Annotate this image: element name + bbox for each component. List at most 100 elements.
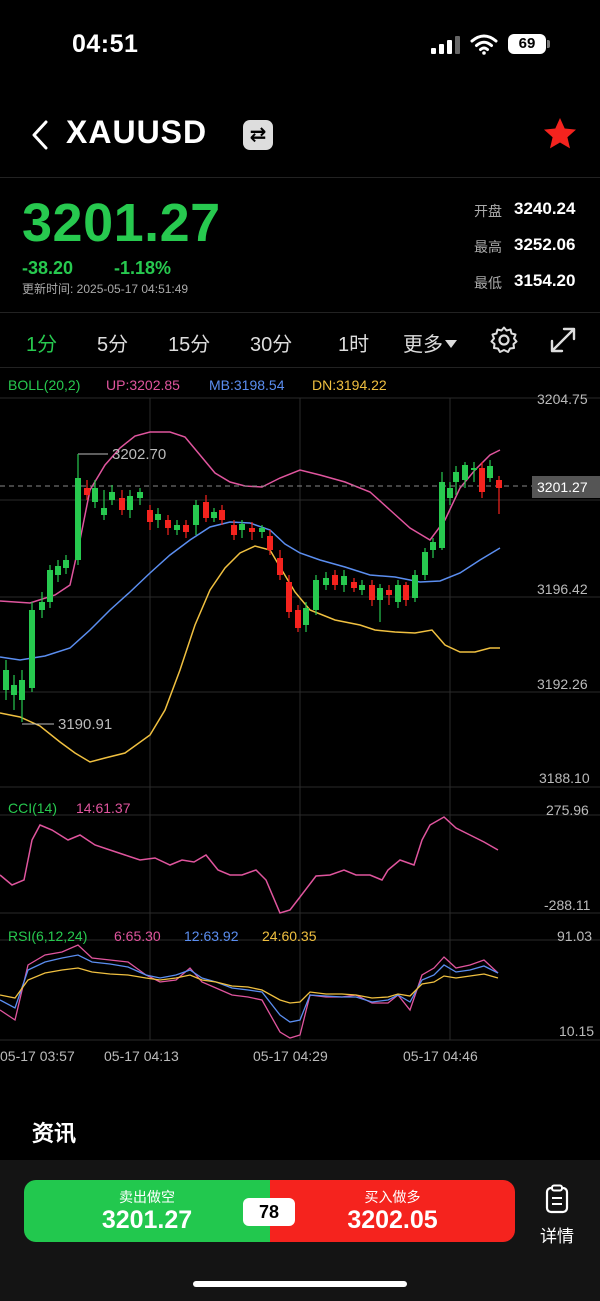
swap-icon[interactable]: ⇄ [243,120,273,150]
candle-body [313,580,319,610]
tab-15min[interactable]: 15分 [168,334,211,356]
news-section-title[interactable]: 资讯 [32,1121,77,1146]
wifi-icon [470,34,498,55]
rsi12-line [0,954,499,1023]
candle-body [3,670,9,690]
candle-body [332,575,338,585]
time-axis-label-3: 05-17 04:29 [253,1048,328,1064]
current-price-tag-label: 3201.27 [537,479,588,495]
home-indicator [193,1281,407,1287]
candle-body [487,466,493,478]
candle-body [471,468,477,470]
candle-body [63,560,69,568]
candle-body [19,680,25,700]
high-label: 最高 [474,239,502,255]
sell-label: 卖出做空 [119,1189,175,1205]
boll-dn-value: DN:3194.22 [312,377,387,393]
dropdown-arrow-icon [445,340,457,348]
boll-lower-line [0,545,500,763]
open-label: 开盘 [474,203,502,219]
candle-body [259,528,265,532]
candle-body [277,558,283,575]
time-axis-label-4: 05-17 04:46 [403,1048,478,1064]
low-value: 3154.20 [514,271,576,290]
candle-body [496,480,502,488]
candle-body [165,520,171,528]
spread-badge: 78 [243,1198,295,1226]
candle-body [447,488,453,498]
candle-body [351,582,357,588]
candle-body [323,578,329,585]
boll-title: BOLL(20,2) [8,377,80,393]
candle-body [286,582,292,612]
candle-body [211,512,217,518]
buy-label: 买入做多 [364,1189,421,1205]
price-axis-label-1: 3204.75 [537,391,588,407]
price-axis-label-4: 3188.10 [539,770,590,786]
candle-body [47,570,53,602]
status-bar: 04:51 69 [0,0,600,90]
candle-body [55,566,61,575]
kline-chart[interactable]: BOLL(20,2) UP:3202.85 MB:3198.54 DN:3194… [0,370,600,1070]
cci-value: 14:61.37 [76,800,131,816]
battery-tip [547,40,550,48]
boll-upper-line [0,431,501,604]
quote-panel: 3201.27 -38.20 -1.18% 更新时间: 2025-05-17 0… [0,180,600,310]
candle-body [193,505,199,525]
rsi-axis-min: 10.15 [559,1023,594,1039]
candle-body [430,542,436,550]
rsi6-value: 6:65.30 [114,928,161,944]
trade-bar: 卖出做空 3201.27 买入做多 3202.05 78 详情 [0,1160,600,1301]
rsi12-value: 12:63.92 [184,928,239,944]
candle-body [422,552,428,575]
candle-body [439,482,445,548]
buy-price: 3202.05 [347,1206,438,1234]
candle-body [249,528,255,532]
timeframe-tabs: 1分 5分 15分 30分 1时 更多 [0,312,600,368]
tab-1min[interactable]: 1分 [26,334,58,356]
clipboard-detail-icon[interactable] [544,1184,570,1214]
back-arrow-icon[interactable] [26,118,54,152]
candle-body [395,585,401,602]
boll-up-value: UP:3202.85 [106,377,180,393]
cci-title: CCI(14) [8,800,57,816]
candle-body [231,525,237,535]
candle-body [75,478,81,560]
sell-short-button[interactable]: 卖出做空 3201.27 [24,1180,270,1242]
candle-body [377,588,383,600]
price-axis-label-3: 3192.26 [537,676,588,692]
candle-body [119,498,125,510]
price-change: -38.20 [22,258,74,278]
fullscreen-expand-icon[interactable] [549,326,577,354]
tab-more-label: 更多 [403,334,443,356]
tab-1hour[interactable]: 1时 [338,334,370,356]
tab-5min[interactable]: 5分 [97,334,129,356]
detail-label[interactable]: 详情 [540,1227,574,1246]
tab-30min[interactable]: 30分 [250,334,293,356]
candle-body [369,585,375,600]
candle-body [403,585,409,600]
candle-body [11,685,17,695]
rsi24-value: 24:60.35 [262,928,317,944]
candle-body [137,492,143,498]
max-price-label: 3202.70 [112,446,166,463]
cci-axis-min: -288.11 [544,897,591,913]
candle-body [479,468,485,492]
candle-body [412,575,418,598]
favorite-star-icon[interactable] [542,116,578,152]
buy-long-button[interactable]: 买入做多 3202.05 [270,1180,515,1242]
candle-body [462,465,468,480]
rsi6-line [0,944,499,1039]
candle-body [92,488,98,502]
candle-body [219,510,225,520]
tab-more[interactable]: 更多 [403,328,457,357]
settings-gear-icon[interactable] [489,325,519,355]
status-time: 04:51 [72,30,139,58]
battery-icon: 69 [508,34,546,54]
open-value: 3240.24 [514,199,576,218]
candle-body [386,590,392,595]
candle-body [303,608,309,625]
candle-body [203,502,209,518]
rsi24-line [0,967,499,1004]
cellular-signal-icon [431,36,461,54]
